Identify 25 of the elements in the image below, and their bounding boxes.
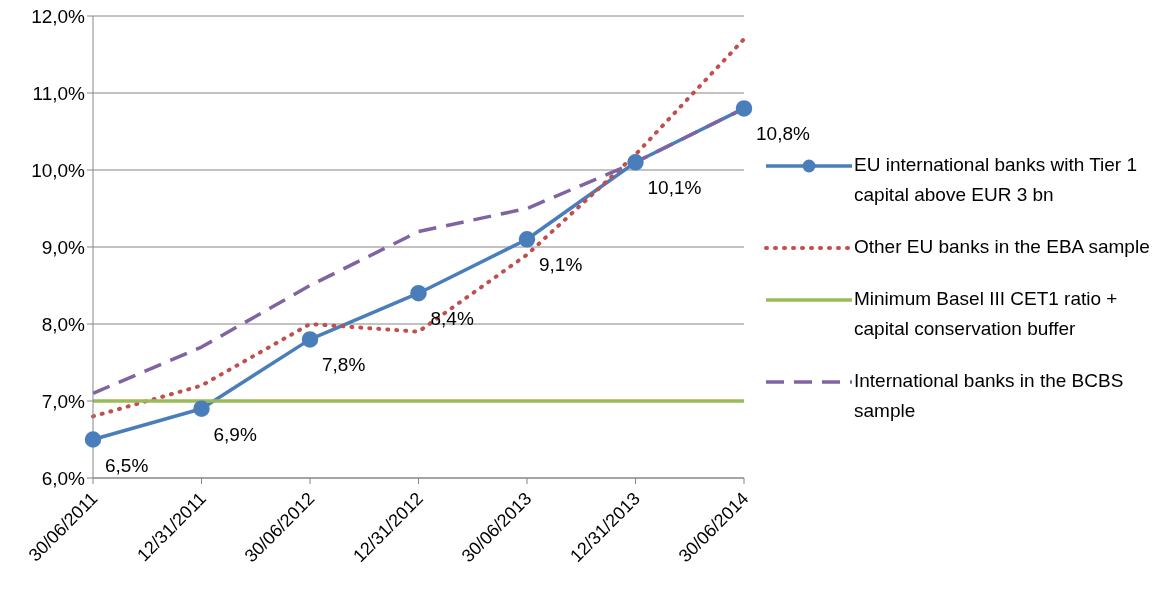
data-label: 7,8%: [322, 354, 366, 376]
legend-label: Other EU banks in the EBA sample: [854, 235, 1150, 259]
legend-label: International banks in the BCBS sample: [854, 369, 1125, 423]
data-label: 6,9%: [213, 423, 257, 445]
point: [84, 431, 102, 448]
data-label: 8,4%: [430, 308, 474, 330]
y-tick-label: 7,0%: [41, 390, 86, 412]
data-label: 9,1%: [539, 254, 583, 276]
legend-label: EU international banks with Tier 1 capital above EUR 3 bn: [854, 153, 1139, 207]
data-label: 10,8%: [756, 123, 810, 145]
point: [301, 331, 319, 348]
legend-label: Minimum Basel III CET1 ratio + capital conservation buffer: [854, 287, 1119, 341]
point: [627, 154, 644, 171]
y-tick-label: 6,0%: [41, 467, 86, 489]
data-label: 10,1%: [647, 177, 702, 199]
y-tick-label: 12,0%: [31, 5, 86, 27]
y-tick-label: 10,0%: [31, 159, 86, 181]
y-tick-label: 11,0%: [32, 82, 86, 104]
point: [735, 100, 753, 117]
y-tick-label: 9,0%: [41, 236, 86, 258]
point: [410, 284, 427, 302]
point: [518, 231, 536, 248]
point: [193, 400, 210, 417]
data-label: 6,5%: [105, 454, 149, 476]
y-tick-label: 8,0%: [41, 313, 86, 335]
